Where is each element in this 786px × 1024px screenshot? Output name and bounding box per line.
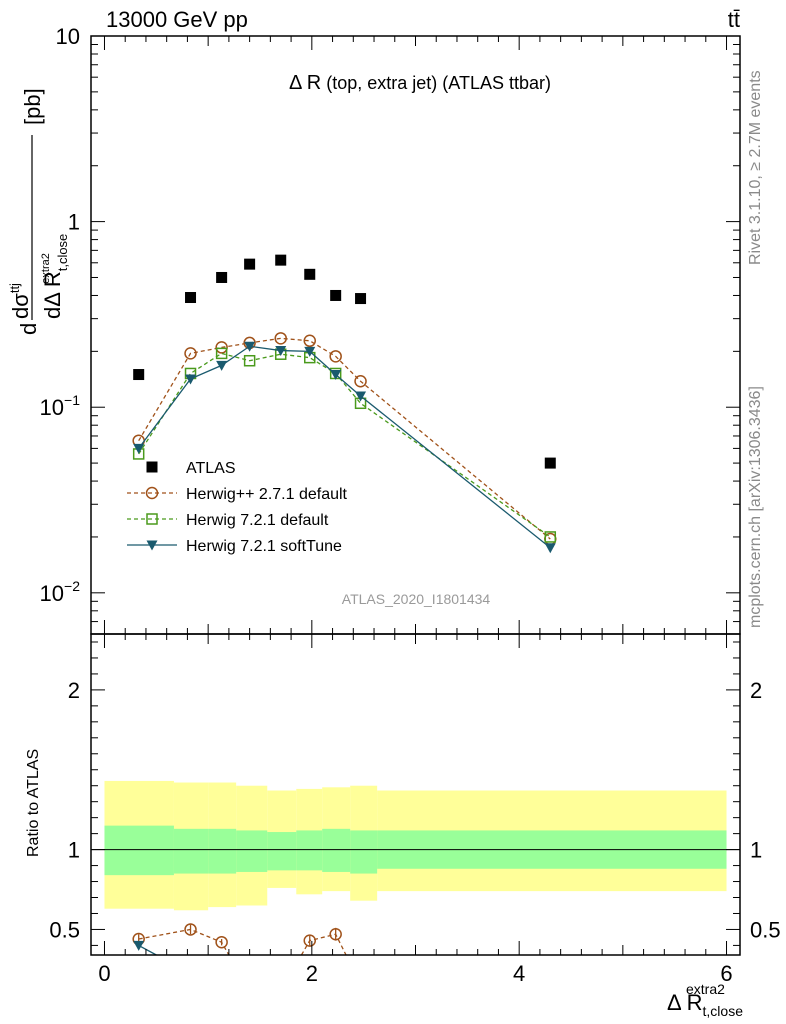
uncertainty-bands	[104, 780, 727, 911]
series-atlas	[133, 254, 556, 469]
data-point	[146, 461, 158, 473]
data-point	[303, 934, 317, 947]
data-point	[354, 375, 367, 388]
legend-entry: Herwig 7.2.1 softTune	[127, 538, 342, 555]
legend-entry: ATLAS	[146, 460, 236, 477]
data-point	[133, 940, 145, 951]
data-point	[215, 347, 228, 360]
ratio-line	[300, 933, 347, 955]
header-process: 13000 GeV pp	[106, 7, 248, 32]
ratio-line	[138, 928, 230, 955]
data-point	[243, 354, 256, 367]
y-tick-label: 10−2	[40, 578, 81, 606]
legend-label: Herwig 7.2.1 softTune	[186, 538, 342, 555]
legend-label: Herwig 7.2.1 default	[186, 512, 329, 529]
data-point	[146, 540, 158, 551]
inner-band-bin	[104, 825, 174, 876]
y-tick-label: 10−1	[40, 392, 81, 420]
data-point	[303, 334, 317, 348]
data-point	[274, 332, 287, 345]
data-point	[185, 292, 197, 304]
series-line	[138, 337, 551, 540]
data-point	[275, 346, 287, 357]
ratio-y-tick-label-left: 2	[68, 678, 80, 703]
y-label-numerator: dσttj	[7, 283, 33, 319]
data-point	[304, 346, 316, 357]
data-point	[185, 374, 197, 385]
side-label-rivet: Rivet 3.1.10, ≥ 2.7M events	[747, 70, 764, 265]
side-label-mcplots: mcplots.cern.ch [arXiv:1306.3436]	[747, 386, 764, 628]
main-y-axis-label: d dσttj dΔ Rt,closeextra2 [pb]	[7, 88, 70, 335]
y-tick-label: 1	[68, 210, 80, 235]
x-tick-label: 4	[513, 961, 525, 986]
legend-entry: Herwig 7.2.1 default	[127, 512, 329, 529]
data-point	[329, 350, 342, 363]
series-herwig-7-2-1-softtune	[133, 341, 556, 554]
data-point	[244, 258, 256, 270]
data-point	[544, 457, 556, 469]
ratio-y-tick-label-right: 2	[750, 678, 762, 703]
data-point	[544, 531, 557, 543]
ratio-y-tick-label-right: 0.5	[750, 917, 781, 942]
inner-band-bin	[322, 828, 351, 872]
ratio-line	[138, 944, 157, 955]
data-point	[215, 341, 228, 354]
data-point	[184, 923, 197, 936]
main-plot: Δ R (top, extra jet) (ATLAS ttbar) ATLAS_…	[7, 72, 557, 607]
legend-label: ATLAS	[186, 460, 236, 477]
inner-band-bin	[296, 830, 323, 871]
ratio-y-tick-label-left: 1	[68, 838, 80, 863]
y-label-denominator: dΔ Rt,closeextra2	[40, 234, 70, 319]
data-point	[355, 293, 367, 305]
legend: ATLAS Herwig++ 2.7.1 default Herwig 7.2.1 …	[127, 460, 348, 555]
x-tick-label: 0	[98, 961, 110, 986]
data-point	[304, 268, 316, 280]
inner-band-bin	[173, 828, 209, 874]
series-line	[138, 352, 551, 538]
data-point	[133, 443, 145, 454]
data-point	[133, 369, 145, 381]
data-point	[146, 513, 158, 525]
inner-band-bin	[236, 830, 268, 872]
data-point	[330, 370, 342, 381]
axes: 0 2 4 6 10−2 10−1 1 10 0.5 0.5 1 1 2 2	[40, 24, 781, 986]
ratio-y-axis-label: Ratio to ATLAS	[25, 749, 42, 857]
legend-entry: Herwig++ 2.7.1 default	[127, 486, 348, 503]
data-point	[275, 254, 287, 266]
data-point	[215, 935, 228, 949]
analysis-id: ATLAS_2020_I1801434	[342, 591, 491, 607]
y-label-d: d	[16, 323, 41, 335]
x-tick-label: 2	[306, 961, 318, 986]
data-point	[244, 341, 256, 352]
inner-band-bin	[350, 830, 378, 874]
main-plot-title: Δ R (top, extra jet) (ATLAS ttbar)	[289, 72, 551, 94]
x-tick-label: 6	[720, 961, 732, 986]
data-point	[216, 271, 228, 283]
ratio-series-herwig-7-2-1-softtune	[133, 940, 157, 955]
ratio-y-tick-label-right: 1	[750, 838, 762, 863]
data-point	[216, 360, 228, 371]
inner-band-bin	[267, 832, 297, 871]
x-axis-label: Δ Rt,closeextra2	[667, 981, 743, 1019]
data-point	[544, 543, 556, 554]
header-final-state: tt̄	[728, 7, 740, 32]
legend-label: Herwig++ 2.7.1 default	[186, 486, 348, 503]
data-point	[330, 289, 342, 301]
ratio-y-tick-label-left: 0.5	[49, 917, 80, 942]
y-tick-label: 10	[56, 24, 80, 49]
data-point	[355, 391, 367, 402]
ratio-series-herwig-2-7-1-default	[132, 923, 347, 955]
data-point	[145, 486, 159, 500]
data-point	[329, 927, 342, 941]
data-point	[184, 347, 197, 360]
inner-band-bin	[208, 828, 237, 874]
ratio-plot: Ratio to ATLAS Δ Rt,closeextra2	[25, 749, 743, 1019]
y-label-unit: [pb]	[20, 88, 45, 125]
